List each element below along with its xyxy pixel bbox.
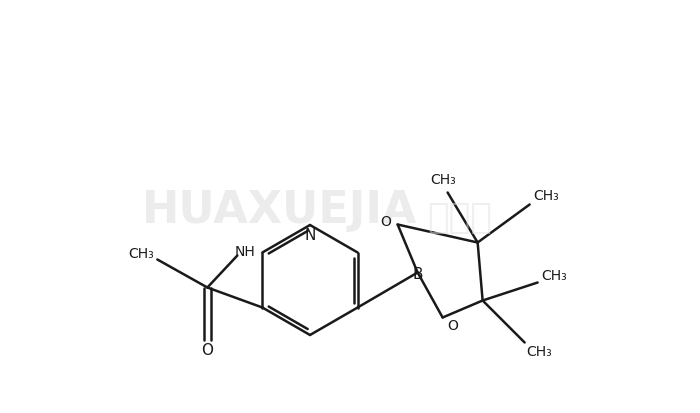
Text: CH₃: CH₃	[526, 346, 552, 359]
Text: 化学加: 化学加	[428, 201, 492, 235]
Text: CH₃: CH₃	[129, 247, 154, 261]
Text: CH₃: CH₃	[430, 173, 456, 188]
Text: N: N	[304, 228, 316, 244]
Text: O: O	[380, 216, 391, 230]
Text: B: B	[412, 267, 423, 282]
Text: NH: NH	[235, 244, 256, 259]
Text: O: O	[202, 343, 214, 358]
Text: O: O	[447, 318, 458, 332]
Text: CH₃: CH₃	[541, 270, 566, 283]
Text: HUAXUEJIA: HUAXUEJIA	[142, 188, 418, 232]
Text: CH₃: CH₃	[533, 190, 559, 204]
